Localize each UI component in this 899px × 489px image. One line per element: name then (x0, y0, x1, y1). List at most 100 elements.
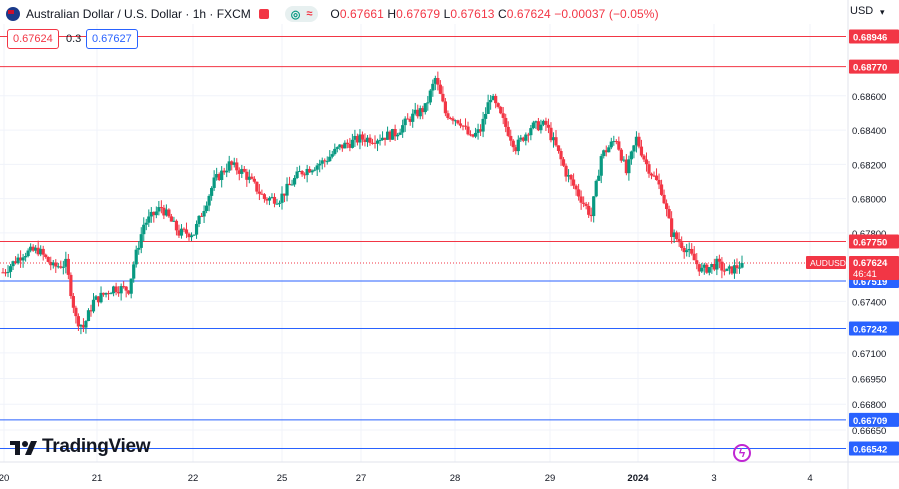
indicator-pill[interactable]: ◎ ≈ (284, 6, 319, 22)
candle-body (516, 139, 520, 152)
candle-body (91, 299, 96, 312)
candle-body (298, 171, 302, 173)
candle-body (245, 171, 249, 180)
candle-body (255, 181, 259, 192)
candle-body (473, 132, 478, 137)
candle-body (370, 142, 375, 144)
y-tick-label: 0.68400 (852, 126, 886, 137)
candle-body (652, 175, 656, 177)
candle-body (8, 266, 13, 272)
candle-body (49, 261, 53, 266)
candle-body (154, 211, 158, 216)
candle-body (680, 242, 684, 249)
chart-grid (0, 24, 846, 462)
y-tick-label: 0.67100 (852, 349, 886, 360)
wave-icon[interactable]: ≈ (306, 8, 313, 20)
candle-body (94, 296, 98, 300)
candle-body (463, 125, 468, 127)
candle-body (546, 124, 551, 128)
candle-body (194, 223, 199, 235)
candle-body (662, 194, 666, 204)
candle-body (34, 247, 38, 251)
candle-body (343, 142, 347, 149)
buy-button[interactable]: 0.67627 (86, 29, 138, 49)
candle-body (313, 169, 317, 171)
candle-body (122, 286, 126, 288)
candle-body (383, 137, 387, 140)
candle-body (609, 141, 613, 148)
candle-body (431, 83, 435, 91)
candle-body (3, 272, 8, 274)
candle-body (524, 134, 528, 141)
level-label-box (849, 29, 899, 44)
y-tick-label: 0.66650 (852, 426, 886, 437)
x-tick-label: 29 (545, 473, 556, 484)
candle-body (257, 191, 261, 194)
candle-body (86, 310, 91, 322)
x-tick-label: 28 (450, 473, 461, 484)
candle-body (74, 307, 78, 317)
last-price-label: 0.67624 (853, 258, 888, 269)
candle-body (494, 95, 498, 104)
candle-body (433, 78, 437, 84)
candle-body (614, 141, 618, 143)
candle-body (323, 160, 327, 162)
candle-body (710, 263, 714, 268)
candle-body (358, 134, 362, 143)
candle-body (21, 257, 25, 261)
candle-body (486, 102, 490, 114)
candle-body (182, 228, 186, 230)
level-label-box (849, 412, 899, 427)
candle-body (250, 176, 254, 179)
tradingview-logo[interactable]: TradingView (10, 436, 151, 458)
chevron-down-icon[interactable]: ▾ (880, 7, 885, 17)
candle-body (506, 126, 510, 136)
candle-body (664, 203, 669, 210)
last-price-box (849, 256, 899, 281)
candle-body (677, 239, 681, 243)
sell-button[interactable]: 0.67624 (7, 29, 59, 49)
candle-body (1, 272, 5, 274)
candle-body (649, 173, 654, 176)
level-label: 0.67519 (853, 277, 887, 288)
candle-body (96, 296, 101, 303)
candle-body (225, 170, 229, 173)
candle-body (318, 163, 322, 166)
currency-selector[interactable]: USD (850, 5, 874, 17)
symbol-title[interactable]: Australian Dollar / U.S. Dollar · 1h · F… (26, 7, 251, 21)
candle-body (504, 117, 508, 127)
candle-body (247, 176, 251, 180)
candle-body (536, 121, 540, 131)
candle-body (375, 140, 380, 144)
candle-body (197, 215, 201, 224)
candle-body (205, 205, 209, 212)
level-label-box (849, 234, 899, 249)
candle-body (468, 134, 473, 136)
candle-body (207, 195, 211, 206)
candle-body (556, 145, 561, 152)
candle-body (659, 184, 664, 195)
level-label-box (849, 441, 899, 456)
candle-body (564, 165, 568, 177)
candle-body (722, 270, 727, 272)
candle-body (735, 265, 739, 269)
candle-body (29, 246, 33, 251)
price-axis: 0.68600 0.68400 0.68200 0.68000 0.67800 0.674… (847, 0, 886, 489)
eye-icon[interactable]: ◎ (290, 8, 301, 21)
candle-body (333, 148, 337, 155)
candle-body (270, 196, 274, 198)
candle-body (285, 183, 289, 196)
logo-text: TradingView (42, 436, 151, 457)
candle-body (544, 120, 548, 125)
candle-body (541, 120, 546, 125)
y-tick-label: 0.67400 (852, 297, 886, 308)
candle-body (725, 268, 729, 271)
y-tick-label: 0.66800 (852, 400, 886, 411)
candle-body (700, 267, 704, 272)
lightning-icon[interactable]: ϟ (733, 444, 751, 462)
candle-body (423, 103, 427, 113)
candle-body (481, 118, 485, 132)
candle-body (589, 214, 593, 217)
candle-body (675, 232, 679, 240)
